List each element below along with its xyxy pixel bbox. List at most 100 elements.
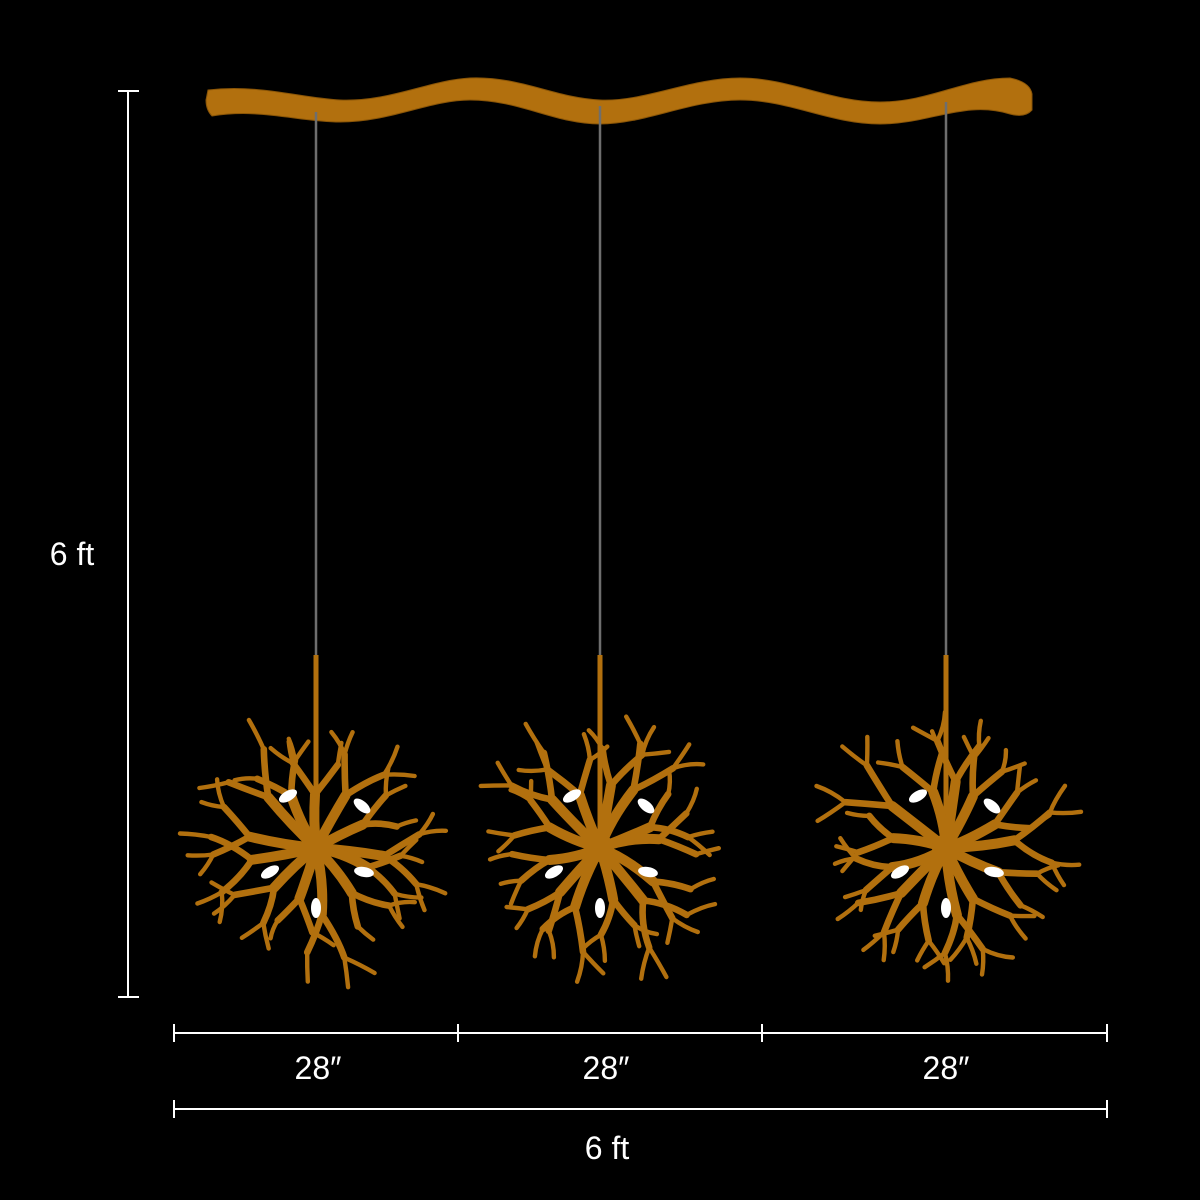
canopy-wavy-bar xyxy=(205,77,1033,125)
antler-branch xyxy=(246,717,266,752)
antler-branch xyxy=(239,920,266,940)
bulb xyxy=(353,798,371,814)
antler-branch xyxy=(540,749,556,803)
antler-branch xyxy=(394,818,419,829)
antler-branch xyxy=(487,852,515,862)
antler-branch xyxy=(177,831,214,840)
antler-branch xyxy=(922,950,948,970)
antler-branch xyxy=(232,776,260,783)
antler-branch xyxy=(383,766,391,798)
antler-branch xyxy=(835,900,861,922)
antler-branch xyxy=(532,926,545,959)
antler-branch xyxy=(587,744,610,762)
pendant-1 xyxy=(177,112,449,990)
antler-branch xyxy=(1034,871,1059,893)
antler-branch xyxy=(214,777,227,810)
bulb xyxy=(890,865,910,879)
antler-branch xyxy=(342,955,351,990)
antler-branch xyxy=(852,855,896,871)
antler-branch xyxy=(486,829,517,838)
antler-branch xyxy=(185,852,216,858)
width-dimensions: 28″ 28″ 28″ 6 ft xyxy=(173,1024,1108,1166)
antler-branch xyxy=(655,810,690,843)
bulb xyxy=(983,798,1001,814)
antler-branch xyxy=(632,923,642,949)
antler-branch xyxy=(684,901,718,918)
antler-branch xyxy=(539,903,579,933)
antler-branch xyxy=(211,892,237,916)
antler-branch xyxy=(527,797,553,831)
antler-branch xyxy=(341,751,349,799)
antler-branch xyxy=(342,771,388,799)
antler-branch xyxy=(1047,809,1084,816)
pendant-3 xyxy=(814,102,1084,983)
antler-branch xyxy=(524,889,564,913)
bulb xyxy=(562,789,582,803)
antler-branch xyxy=(546,928,557,960)
pendant-2 xyxy=(478,106,721,984)
segment-label-1: 28″ xyxy=(295,1050,342,1086)
bulb xyxy=(984,866,1004,878)
antler-branch xyxy=(348,889,362,930)
antler-branch xyxy=(948,935,969,962)
antler-branch xyxy=(665,916,675,945)
antler-branch xyxy=(666,767,673,797)
antler-branch xyxy=(1027,813,1052,831)
pendants-group xyxy=(177,102,1084,990)
bulb xyxy=(595,898,605,918)
bulb xyxy=(544,865,564,879)
antler-branch xyxy=(910,725,940,744)
antler-branch xyxy=(639,897,653,951)
antler-branch xyxy=(861,930,887,953)
bulb xyxy=(908,789,928,803)
antler-branch xyxy=(310,930,336,948)
antler-branch xyxy=(386,903,405,930)
antler-branch xyxy=(969,754,978,800)
total-width-label: 6 ft xyxy=(585,1130,630,1166)
antler-branch xyxy=(815,800,848,824)
antler-branch xyxy=(1007,913,1028,941)
antler-branch xyxy=(814,783,848,805)
antler-branch xyxy=(508,782,556,803)
antler-branch xyxy=(684,786,699,816)
antler-branch xyxy=(863,762,896,810)
antler-branch xyxy=(534,740,550,772)
segment-label-3: 28″ xyxy=(923,1050,970,1086)
antler-branch xyxy=(516,767,550,774)
antler-branch xyxy=(1018,903,1045,920)
antler-branch xyxy=(217,890,225,925)
antler-branch xyxy=(844,810,872,819)
antler-branch xyxy=(926,938,947,966)
antler-branch xyxy=(571,903,587,956)
antler-branch xyxy=(685,834,712,858)
antler-branch xyxy=(941,911,961,957)
antler-branch xyxy=(268,918,280,941)
pendant-hub xyxy=(586,834,614,862)
antler-branch xyxy=(292,739,311,763)
antler-branch xyxy=(842,887,869,900)
antler-branch xyxy=(342,955,377,976)
antler-branch xyxy=(980,946,1015,960)
antler-branch xyxy=(935,709,948,744)
antler-branch xyxy=(640,724,657,757)
antler-branch xyxy=(231,884,278,899)
antler-branch xyxy=(417,828,449,837)
antler-branch xyxy=(392,891,402,921)
antler-branch xyxy=(971,735,991,760)
antler-branch xyxy=(624,714,643,746)
antler-branch xyxy=(386,899,417,908)
antler-branch xyxy=(508,850,553,864)
antler-branch xyxy=(498,878,524,886)
pendant-hub xyxy=(302,834,330,862)
antler-branch xyxy=(504,904,530,912)
antler-branch xyxy=(670,916,700,935)
bulb xyxy=(260,865,280,879)
antler-branch xyxy=(318,911,348,961)
bulb xyxy=(354,866,374,878)
bulb xyxy=(637,798,655,814)
antler-branch xyxy=(646,823,692,841)
antler-branch xyxy=(670,761,706,771)
antler-branch xyxy=(414,882,448,896)
antler-branch xyxy=(655,835,700,858)
pendant-hub xyxy=(932,834,960,862)
